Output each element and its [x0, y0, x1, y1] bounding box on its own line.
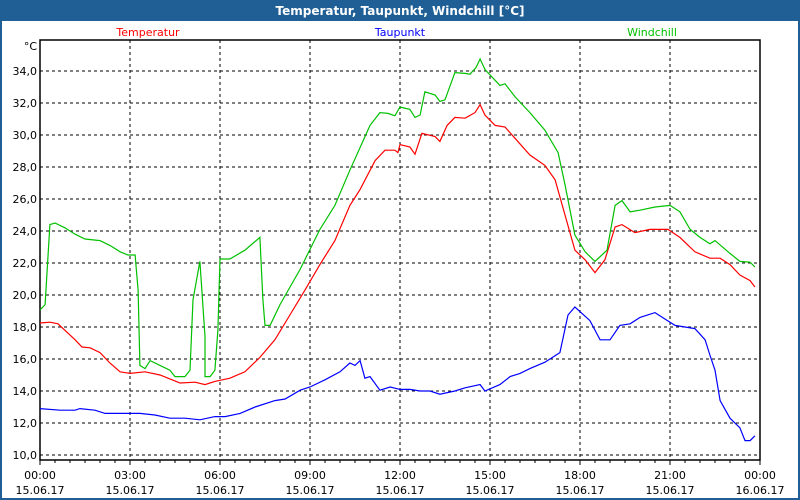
y-tick-label: 26,0 — [13, 193, 38, 206]
x-tick-time: 21:00 — [654, 469, 686, 482]
x-tick-time: 12:00 — [384, 469, 416, 482]
x-tick-date: 16.06.17 — [736, 484, 785, 497]
legend-windchill: Windchill — [627, 26, 677, 39]
y-tick-label: 24,0 — [13, 225, 38, 238]
x-tick-date: 15.06.17 — [376, 484, 425, 497]
x-tick-date: 15.06.17 — [556, 484, 605, 497]
series-line-temperatur — [39, 103, 756, 386]
legend-taupunkt: Taupunkt — [374, 26, 426, 39]
x-tick-time: 03:00 — [114, 469, 146, 482]
x-tick-date: 15.06.17 — [286, 484, 335, 497]
x-tick-date: 15.06.17 — [466, 484, 515, 497]
y-tick-label: 18,0 — [13, 321, 38, 334]
series-line-taupunkt — [39, 306, 756, 442]
x-tick-time: 18:00 — [564, 469, 596, 482]
y-tick-label: 12,0 — [13, 417, 38, 430]
plot-frame — [39, 39, 761, 461]
x-tick-date: 15.06.17 — [646, 484, 695, 497]
y-axis-unit: °C — [24, 40, 38, 53]
x-tick-time: 06:00 — [204, 469, 236, 482]
y-tick-label: 22,0 — [13, 257, 38, 270]
x-tick-date: 15.06.17 — [16, 484, 65, 497]
x-tick-time: 00:00 — [744, 469, 776, 482]
x-tick-date: 15.06.17 — [106, 484, 155, 497]
legend-temperatur: Temperatur — [115, 26, 180, 39]
y-tick-label: 34,0 — [13, 65, 38, 78]
x-tick-time: 15:00 — [474, 469, 506, 482]
y-tick-label: 10,0 — [13, 449, 38, 462]
series-line-windchill — [39, 57, 756, 378]
y-tick-label: 14,0 — [13, 385, 38, 398]
window-title: Temperatur, Taupunkt, Windchill [°C] — [2, 2, 798, 21]
x-tick-date: 15.06.17 — [196, 484, 245, 497]
y-tick-label: 32,0 — [13, 97, 38, 110]
y-tick-label: 30,0 — [13, 129, 38, 142]
y-tick-label: 16,0 — [13, 353, 38, 366]
x-tick-time: 09:00 — [294, 469, 326, 482]
y-tick-label: 28,0 — [13, 161, 38, 174]
x-tick-time: 00:00 — [24, 469, 56, 482]
y-tick-label: 20,0 — [13, 289, 38, 302]
